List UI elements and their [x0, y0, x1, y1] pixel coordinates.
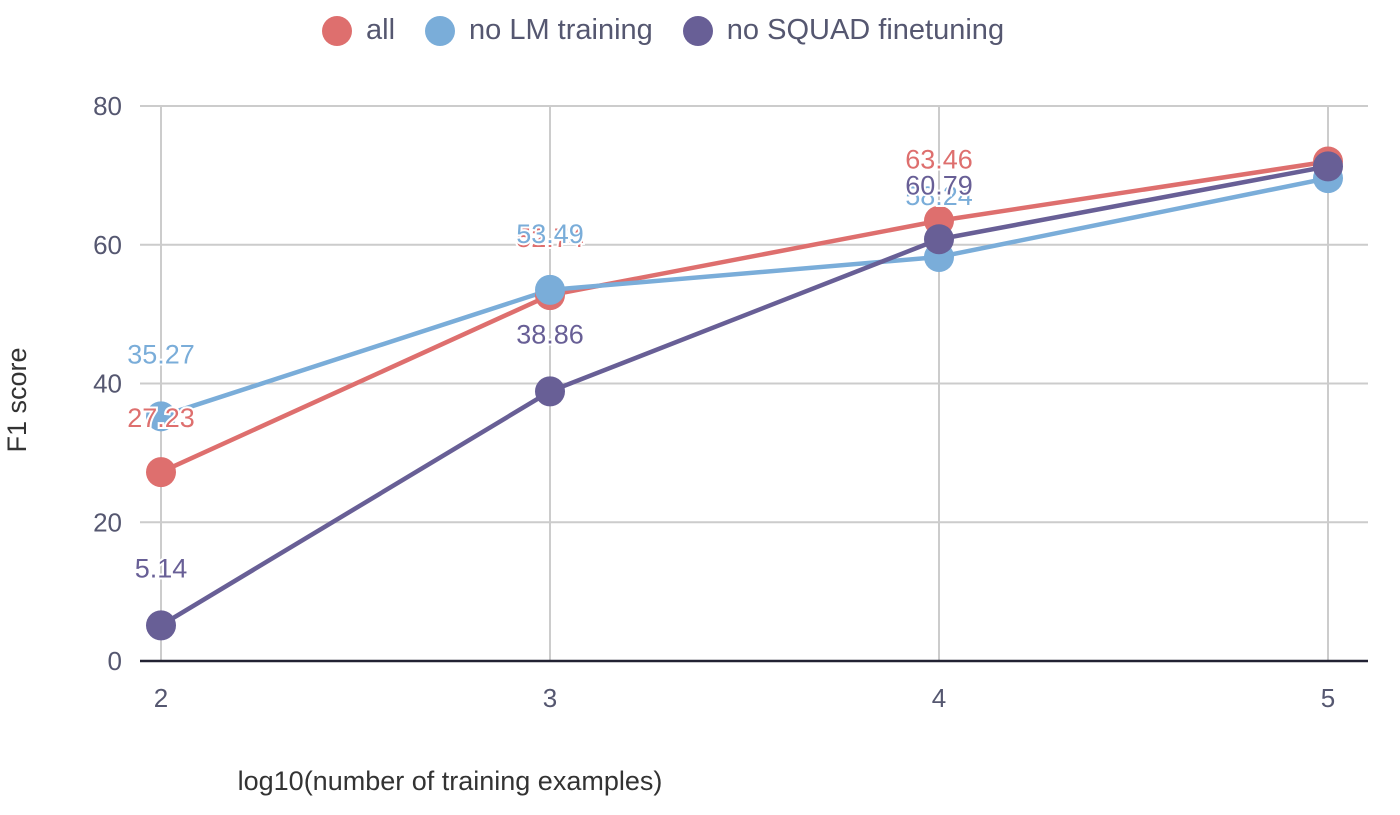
legend-label-no-lm-training: no LM training	[469, 14, 653, 46]
legend-swatch-no-squad-finetuning	[682, 15, 713, 46]
data-point-series-2	[146, 610, 176, 641]
data-point-series-1	[146, 401, 176, 432]
data-label-series-0: 27.23	[127, 403, 195, 433]
legend: all no LM training no SQUAD finetuning	[322, 14, 1004, 47]
series-line-0	[160, 159, 1329, 475]
data-point-series-2	[1313, 151, 1343, 182]
y-axis-title-text: F1 score	[2, 347, 32, 453]
data-label-series-2: 38.86	[516, 319, 584, 349]
x-tick-label: 2	[154, 683, 168, 713]
x-tick-label: 3	[543, 683, 557, 713]
data-label-series-1: 53.49	[516, 219, 584, 249]
data-label-series-1: 58.24	[905, 181, 973, 211]
data-label-series-2: 60.79	[905, 170, 973, 200]
data-label-series-0: 63.46	[905, 145, 973, 175]
y-tick-label: 80	[93, 91, 122, 121]
data-point-series-1	[535, 274, 565, 305]
legend-swatch-all	[322, 15, 352, 46]
legend-item-no-lm-training[interactable]: no LM training	[425, 14, 653, 47]
legend-item-all[interactable]: all	[322, 14, 395, 47]
legend-swatch-no-lm-training	[425, 15, 456, 46]
y-tick-label: 0	[108, 646, 122, 676]
legend-item-no-squad-finetuning[interactable]: no SQUAD finetuning	[682, 14, 1005, 47]
y-tick-label: 40	[93, 369, 122, 399]
y-tick-label: 60	[93, 230, 122, 260]
series-line-2	[159, 164, 1329, 628]
x-tick-label: 5	[1321, 683, 1335, 713]
y-tick-label: 20	[93, 507, 122, 537]
data-label-series-1: 35.27	[127, 339, 195, 369]
x-axis-title: log10(number of training examples)	[0, 766, 1400, 797]
x-axis-title-text: log10(number of training examples)	[237, 766, 663, 796]
legend-label-all: all	[366, 14, 396, 46]
x-tick-label: 4	[932, 683, 946, 713]
data-point-series-2	[924, 224, 954, 255]
data-point-series-0	[146, 457, 176, 488]
series-line-1	[160, 175, 1329, 419]
legend-label-no-squad-finetuning: no SQUAD finetuning	[726, 14, 1005, 46]
data-label-series-0: 52.74	[516, 223, 584, 253]
data-label-series-2: 5.14	[135, 553, 188, 583]
data-point-series-2	[535, 376, 565, 407]
